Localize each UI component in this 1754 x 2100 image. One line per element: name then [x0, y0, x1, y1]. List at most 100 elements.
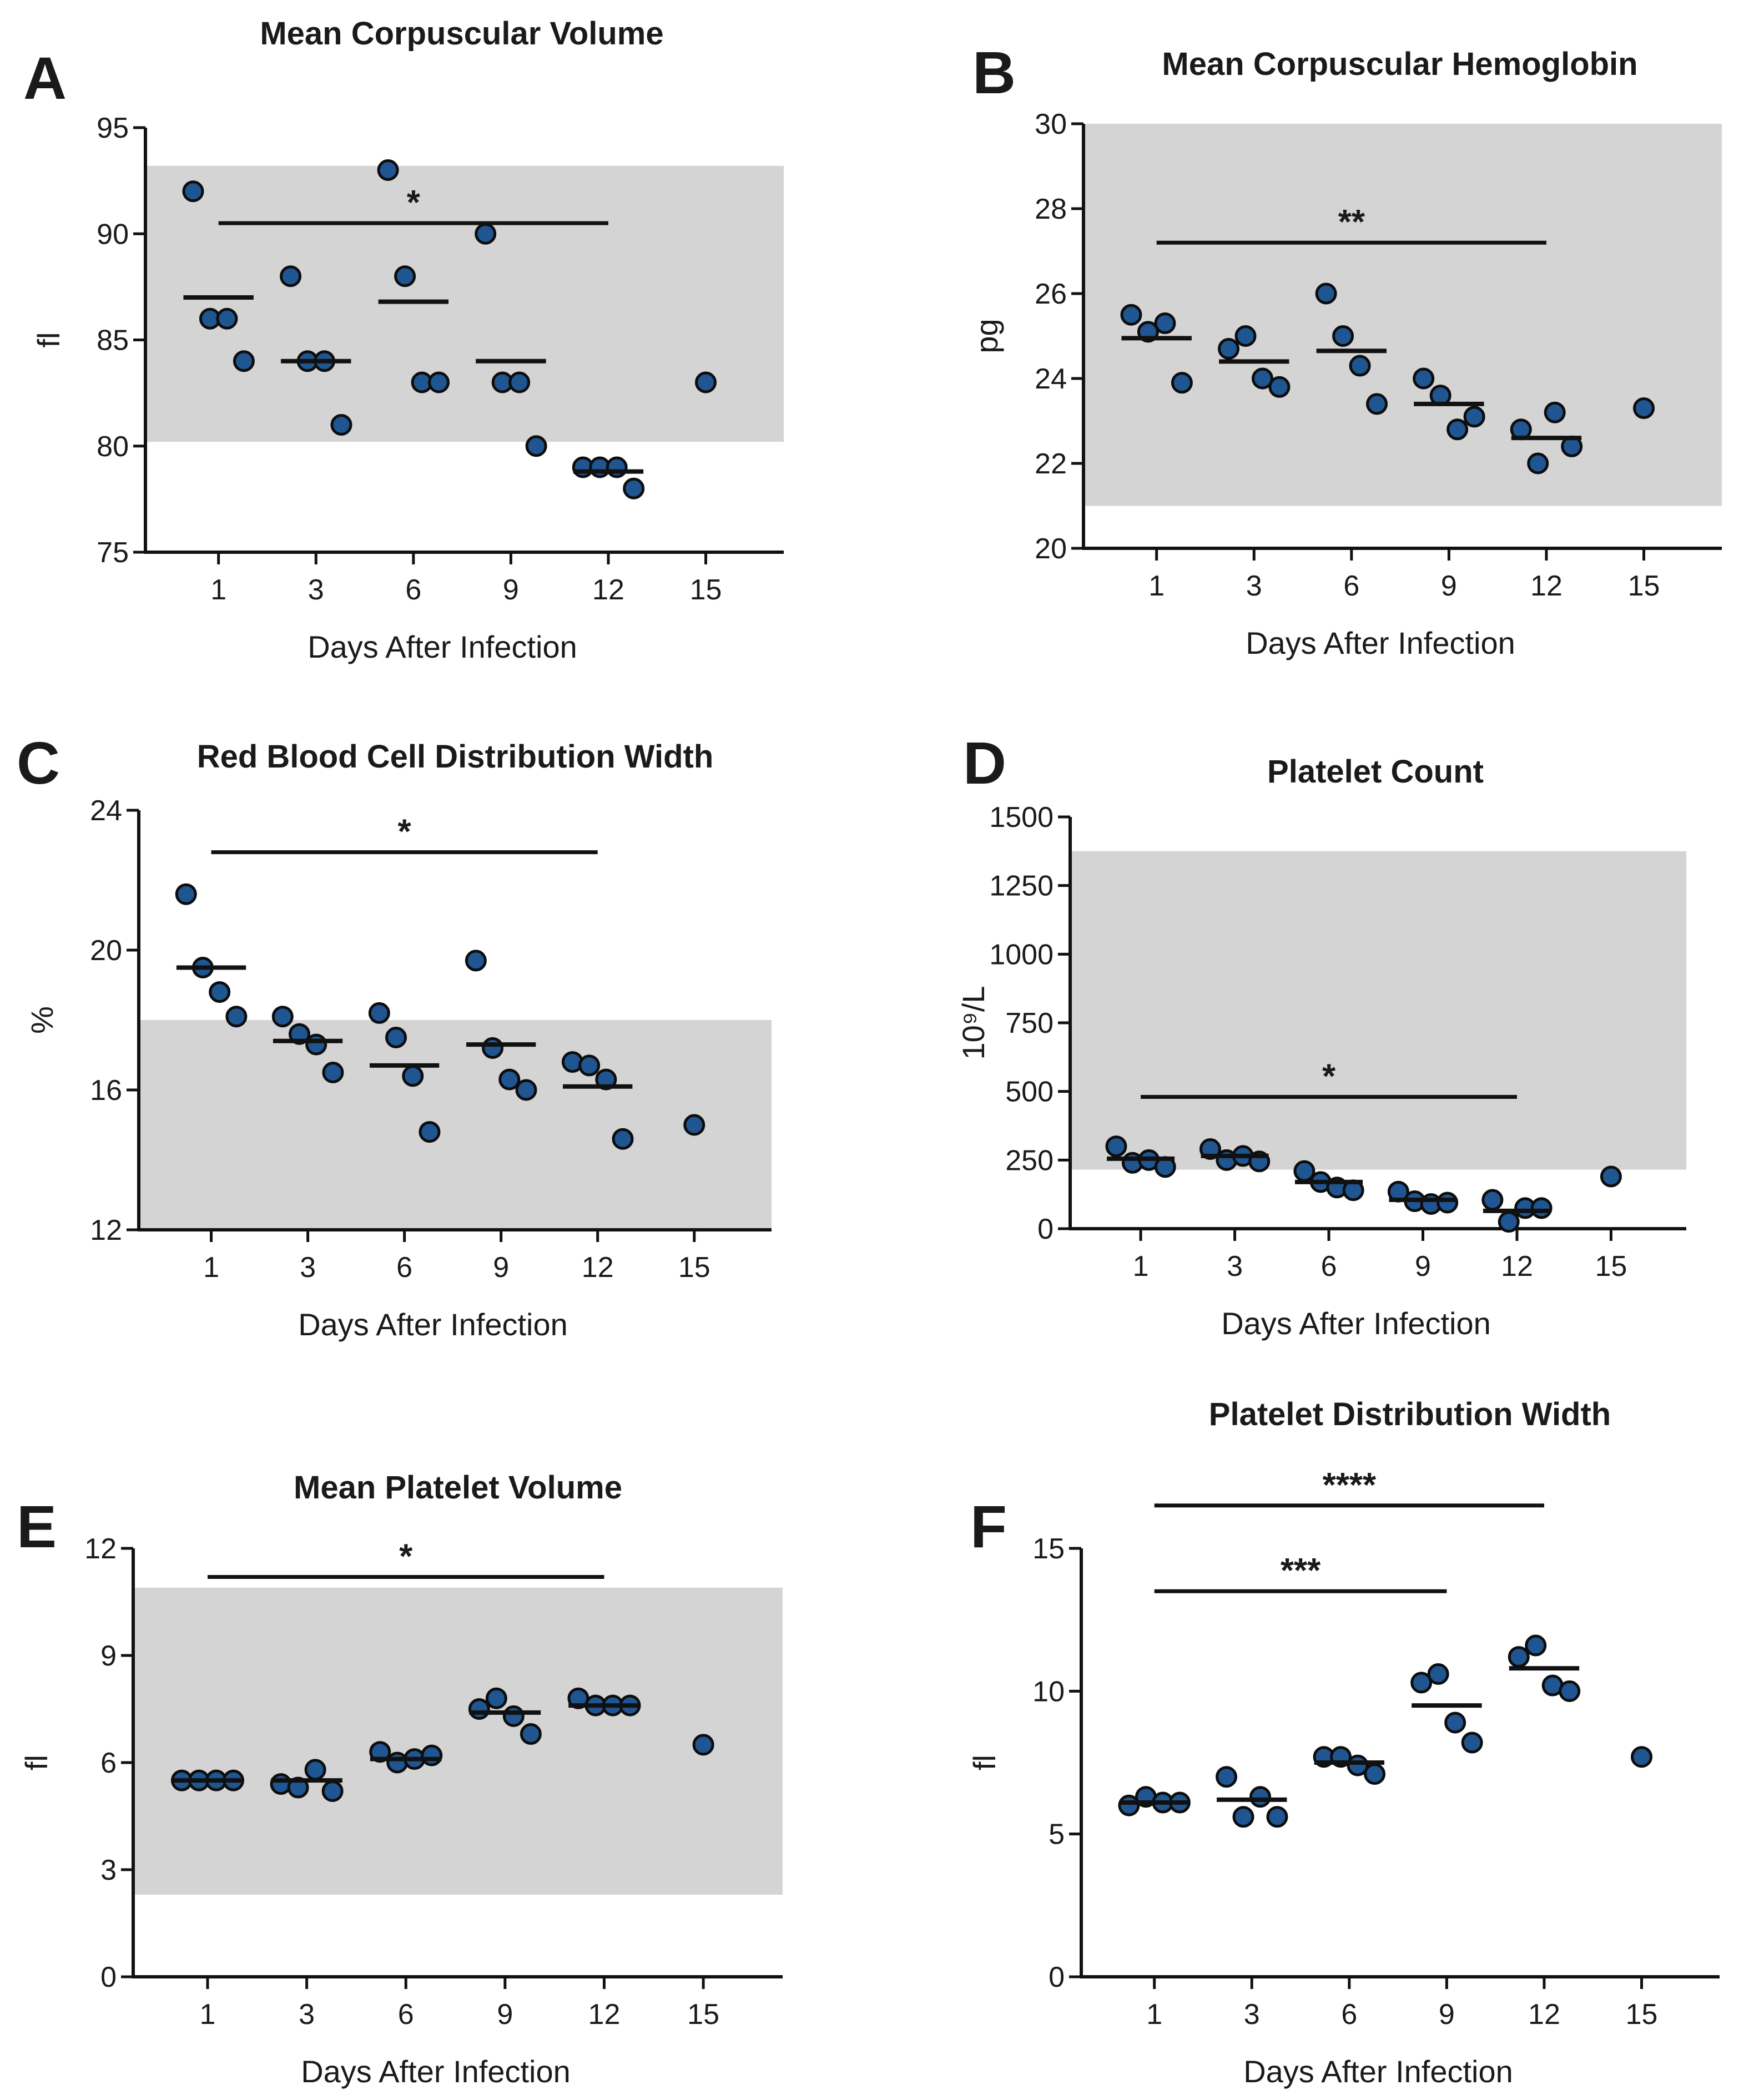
y-tick-label: 95	[97, 112, 129, 144]
panel-c: 12 16 20 24 1 3 6 9 12 15 * Days After Infection% Re…	[17, 729, 772, 1342]
data-point	[322, 1062, 344, 1083]
y-tick-label: 500	[1005, 1076, 1054, 1108]
data-point	[280, 265, 302, 287]
data-point	[1544, 401, 1566, 423]
x-tick-label: 12	[582, 1251, 614, 1284]
data-point	[515, 1079, 537, 1101]
data-point	[1525, 1634, 1547, 1657]
y-tick-label: 1250	[989, 870, 1054, 902]
x-tick-label: 15	[1628, 570, 1660, 602]
significance-marker: ****	[1323, 1466, 1377, 1505]
data-point	[385, 1027, 407, 1048]
y-tick-label: 750	[1005, 1007, 1054, 1039]
x-tick-label: 9	[503, 574, 519, 606]
data-point	[520, 1723, 542, 1745]
data-point	[428, 371, 450, 393]
y-tick-label: 24	[1035, 363, 1067, 395]
y-tick-label: 1500	[989, 801, 1054, 834]
data-point	[1410, 1672, 1433, 1694]
y-tick-label: 1000	[989, 938, 1054, 971]
data-point	[209, 981, 231, 1003]
data-point	[304, 1759, 326, 1781]
y-tick-label: 9	[100, 1640, 117, 1672]
y-tick-label: 15	[1032, 1533, 1065, 1565]
data-point	[1498, 1211, 1520, 1233]
data-point	[1232, 1806, 1254, 1828]
panel-letter: A	[23, 44, 67, 112]
x-tick-label: 9	[1415, 1250, 1431, 1283]
data-point	[1120, 304, 1142, 326]
x-tick-label: 6	[405, 574, 421, 606]
y-tick-label: 250	[1005, 1144, 1054, 1177]
y-axis-label: fl	[19, 1755, 54, 1770]
x-axis-label: Days After Infection	[1221, 1306, 1491, 1341]
significance-marker: *	[399, 1537, 413, 1576]
y-axis-label: 10⁹/L	[956, 986, 991, 1060]
data-point	[321, 1780, 344, 1802]
reference-range-band	[1072, 851, 1686, 1170]
reference-range-band	[1085, 124, 1722, 506]
data-point	[595, 1068, 617, 1091]
data-point	[1366, 393, 1388, 415]
y-tick-label: 6	[100, 1747, 117, 1779]
x-tick-label: 9	[497, 1998, 513, 2031]
y-tick-label: 0	[1049, 1961, 1065, 1993]
data-point	[287, 1776, 309, 1799]
x-tick-label: 12	[1530, 570, 1563, 602]
chart-title: Platelet Count	[1267, 754, 1484, 790]
x-tick-label: 6	[1343, 570, 1359, 602]
y-tick-label: 20	[1035, 533, 1067, 565]
y-tick-label: 0	[100, 1961, 117, 1993]
data-point	[1171, 372, 1193, 394]
y-tick-label: 24	[90, 795, 122, 827]
x-tick-label: 15	[690, 574, 722, 606]
data-point	[1631, 1746, 1653, 1768]
x-tick-label: 15	[1626, 1998, 1658, 2031]
data-point	[1266, 1806, 1288, 1828]
data-point	[1234, 325, 1257, 347]
data-point	[606, 456, 628, 478]
data-point	[623, 477, 645, 499]
data-point	[1315, 282, 1337, 305]
panel-b: 20 22 24 26 28 30 1 3 6 9 12 15 ** Days After Infecti…	[969, 39, 1722, 660]
y-tick-label: 22	[1035, 448, 1067, 480]
data-point	[475, 223, 497, 245]
x-tick-label: 9	[1439, 1998, 1455, 2031]
x-tick-label: 12	[588, 1998, 621, 2031]
y-tick-label: 5	[1049, 1819, 1065, 1851]
data-point	[1249, 1786, 1271, 1808]
data-point	[502, 1705, 525, 1727]
data-point	[1413, 367, 1435, 390]
x-tick-label: 3	[299, 1998, 315, 2031]
data-point	[612, 1128, 634, 1150]
x-tick-label: 1	[210, 574, 226, 606]
y-tick-label: 90	[97, 218, 129, 250]
y-axis-label: pg	[969, 319, 1004, 353]
panel-letter: B	[972, 39, 1016, 106]
data-point	[271, 1006, 294, 1028]
x-tick-label: 12	[592, 574, 624, 606]
data-point	[1559, 1680, 1581, 1702]
x-tick-label: 15	[1595, 1250, 1627, 1283]
data-point	[1633, 397, 1655, 420]
data-point	[1427, 1663, 1449, 1685]
x-tick-label: 9	[493, 1251, 509, 1284]
x-tick-label: 6	[396, 1251, 412, 1284]
y-tick-label: 75	[97, 537, 129, 569]
chart-title: Mean Platelet Volume	[294, 1470, 622, 1506]
data-point	[330, 414, 352, 436]
x-tick-label: 15	[687, 1998, 719, 2031]
panel-e: 0 3 6 9 12 1 3 6 9 12 15 * Days After Infection fl Mea…	[17, 1470, 783, 2089]
x-tick-label: 6	[1321, 1250, 1337, 1283]
reference-range-band	[147, 165, 784, 442]
x-tick-label: 12	[1501, 1250, 1533, 1283]
y-tick-label: 16	[90, 1074, 122, 1107]
y-tick-label: 20	[90, 935, 122, 967]
x-tick-label: 3	[1246, 570, 1262, 602]
panel-letter: E	[17, 1493, 57, 1560]
significance-marker: *	[398, 813, 412, 851]
y-tick-label: 12	[84, 1533, 117, 1565]
data-point	[692, 1734, 714, 1756]
data-point	[578, 1054, 601, 1077]
